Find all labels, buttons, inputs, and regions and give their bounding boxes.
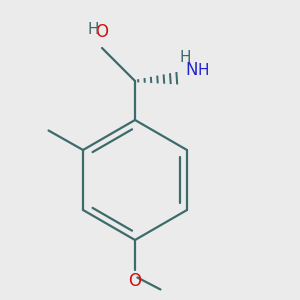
Text: O: O	[95, 23, 108, 41]
Text: H: H	[87, 22, 99, 38]
Text: O: O	[128, 272, 142, 290]
Text: H: H	[180, 50, 191, 65]
Text: H: H	[198, 63, 209, 78]
Text: N: N	[185, 61, 198, 80]
